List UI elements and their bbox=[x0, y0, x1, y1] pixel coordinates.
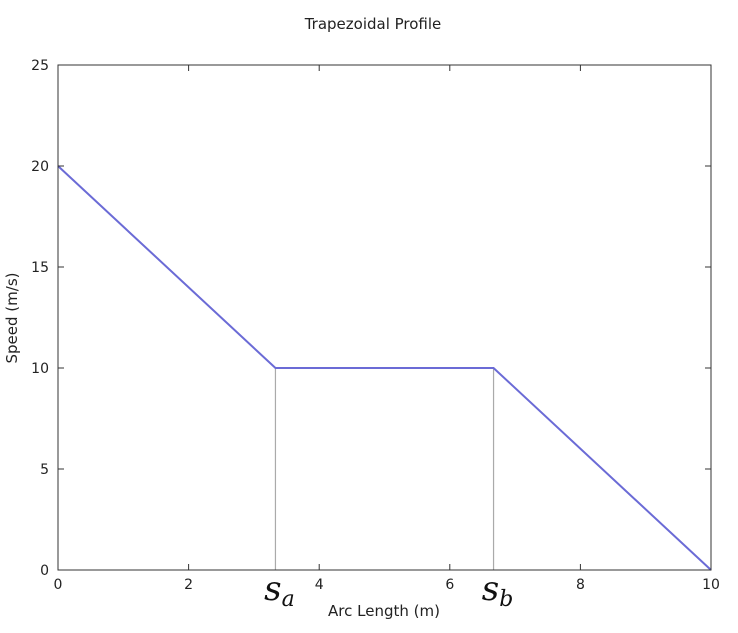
x-axis-label: Arc Length (m) bbox=[328, 602, 440, 620]
y-tick-label-10: 10 bbox=[31, 361, 49, 377]
y-ticks: 0 5 10 15 20 25 bbox=[31, 58, 711, 579]
y-tick-label-0: 0 bbox=[40, 563, 49, 579]
reference-label-subscript: a bbox=[282, 587, 295, 612]
series-layer bbox=[57, 165, 712, 571]
x-tick-label-0: 0 bbox=[54, 577, 63, 593]
y-tick-label-15: 15 bbox=[31, 260, 49, 276]
x-tick-label-10: 10 bbox=[702, 577, 720, 593]
x-tick-label-6: 6 bbox=[445, 577, 454, 593]
x-tick-label-4: 4 bbox=[315, 577, 324, 593]
reference-labels: sa sb bbox=[264, 569, 513, 612]
reference-lines bbox=[274, 368, 495, 570]
plot-frame bbox=[57, 64, 712, 571]
series-line-0 bbox=[57, 165, 712, 571]
reference-label-subscript: b bbox=[499, 587, 513, 612]
x-ticks: 0 2 4 6 8 10 bbox=[54, 65, 720, 593]
x-tick-label-2: 2 bbox=[184, 577, 193, 593]
reference-label-main: s bbox=[482, 569, 499, 609]
chart-title: Trapezoidal Profile bbox=[304, 15, 442, 33]
reference-label-sa: sa bbox=[264, 569, 295, 612]
reference-label-sb: sb bbox=[482, 569, 514, 612]
y-tick-label-5: 5 bbox=[40, 462, 49, 478]
y-tick-label-25: 25 bbox=[31, 58, 49, 74]
y-tick-label-20: 20 bbox=[31, 159, 49, 175]
reference-label-main: s bbox=[264, 569, 281, 609]
x-tick-label-8: 8 bbox=[576, 577, 585, 593]
y-axis-label: Speed (m/s) bbox=[3, 273, 21, 364]
